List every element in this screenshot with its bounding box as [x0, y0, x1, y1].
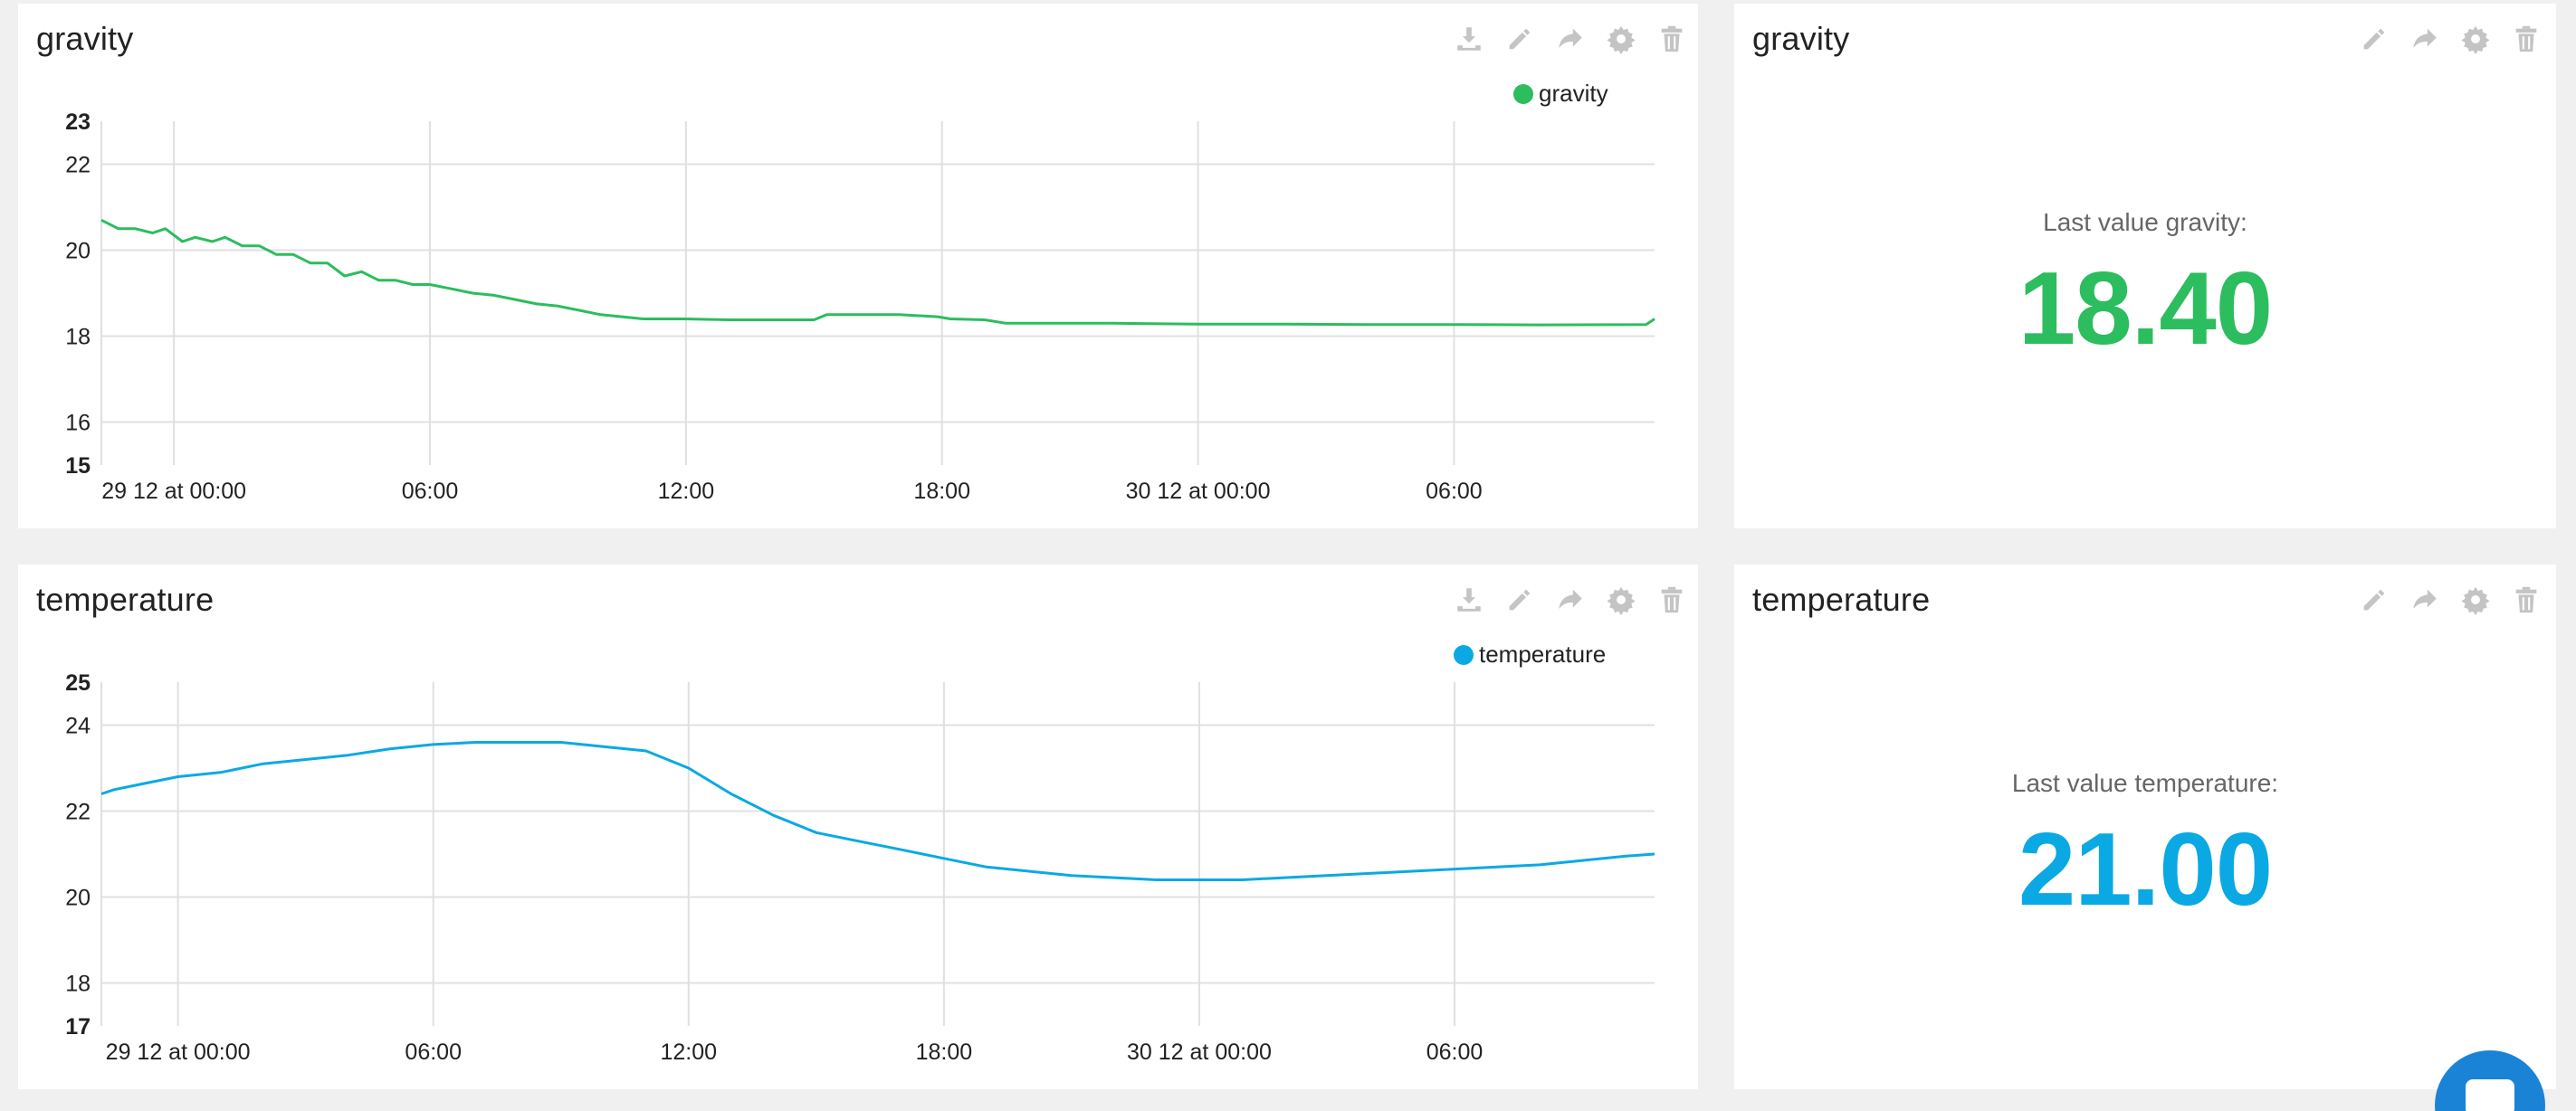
x-tick-label: 12:00 [661, 1040, 718, 1065]
x-tick-label: 06:00 [402, 479, 459, 504]
temperature-value-widget: temperature Last value temperature: 21.0… [1734, 565, 2556, 1089]
widget-toolbar [1450, 20, 1691, 58]
share-icon[interactable] [2406, 20, 2444, 58]
widget-title: temperature [36, 581, 215, 618]
y-tick-label: 23 [65, 109, 91, 135]
y-tick-label: 20 [65, 886, 91, 911]
gravity-line-chart[interactable]: 15 16 18 20 22 23 29 12 at 00:00 06:00 12:00 18:0… [18, 4, 1698, 528]
download-icon[interactable] [1450, 581, 1488, 619]
x-tick-label: 12:00 [658, 479, 715, 504]
y-tick-label: 17 [65, 1014, 91, 1040]
trash-icon[interactable] [1653, 581, 1691, 619]
y-tick-label: 24 [65, 714, 91, 739]
chat-icon [2466, 1079, 2514, 1111]
gravity-chart-widget: gravity gravity 15 16 18 20 22 23 29 12 at 00:… [18, 4, 1698, 528]
share-icon[interactable] [1551, 20, 1589, 58]
x-tick-label: 30 12 at 00:00 [1126, 479, 1271, 504]
gear-icon[interactable] [2457, 20, 2495, 58]
y-tick-label: 22 [65, 800, 91, 825]
widget-toolbar [2355, 20, 2545, 58]
x-tick-label: 29 12 at 00:00 [101, 479, 246, 504]
widget-toolbar [1450, 581, 1691, 619]
legend-label: temperature [1479, 641, 1607, 668]
last-value-label: Last value temperature: [2011, 769, 2279, 797]
y-tick-label: 25 [65, 670, 91, 696]
series-line-gravity[interactable] [100, 218, 1655, 327]
download-icon[interactable] [1450, 20, 1488, 58]
x-tick-label: 18:00 [913, 479, 970, 504]
x-tick-label: 29 12 at 00:00 [106, 1040, 251, 1065]
widget-toolbar [2355, 581, 2545, 619]
x-tick-label: 06:00 [1426, 1040, 1484, 1065]
gear-icon[interactable] [1602, 20, 1640, 58]
share-icon[interactable] [2406, 581, 2444, 619]
y-tick-label: 16 [65, 411, 91, 436]
temperature-line-chart[interactable]: 17 18 20 22 24 25 29 12 at 00:00 06:00 12:00 18:0… [18, 565, 1698, 1089]
y-tick-label: 18 [65, 325, 91, 350]
widget-title: gravity [1752, 20, 1850, 57]
x-tick-label: 06:00 [1426, 479, 1483, 504]
pencil-icon[interactable] [1501, 20, 1539, 58]
last-value-number: 21.00 [2018, 812, 2273, 927]
trash-icon[interactable] [2507, 581, 2545, 619]
x-tick-label: 30 12 at 00:00 [1127, 1040, 1272, 1065]
gear-icon[interactable] [2457, 581, 2495, 619]
pencil-icon[interactable] [2355, 581, 2393, 619]
x-tick-label: 06:00 [405, 1040, 462, 1065]
gravity-value-widget: gravity Last value gravity: 18.40 [1734, 4, 2556, 528]
series-line-temperature[interactable] [100, 741, 1655, 881]
gear-icon[interactable] [1602, 581, 1640, 619]
pencil-icon[interactable] [2355, 20, 2393, 58]
chart-legend[interactable]: temperature [1454, 641, 1606, 669]
y-tick-label: 15 [65, 453, 91, 479]
temperature-chart-widget: temperature temperature 17 18 20 22 24 25 29 1… [18, 565, 1698, 1089]
widget-title: temperature [1752, 581, 1931, 618]
legend-dot [1454, 644, 1474, 665]
legend-label: gravity [1539, 80, 1608, 107]
widget-title: gravity [36, 20, 134, 57]
trash-icon[interactable] [2507, 20, 2545, 58]
y-tick-label: 18 [65, 972, 91, 997]
last-value-number: 18.40 [2018, 252, 2273, 366]
share-icon[interactable] [1551, 581, 1589, 619]
legend-dot [1513, 83, 1533, 104]
trash-icon[interactable] [1653, 20, 1691, 58]
pencil-icon[interactable] [1501, 581, 1539, 619]
y-tick-label: 20 [65, 239, 91, 264]
last-value-label: Last value gravity: [2043, 208, 2247, 236]
x-tick-label: 18:00 [916, 1040, 973, 1065]
chart-legend[interactable]: gravity [1513, 80, 1608, 108]
y-tick-label: 22 [65, 153, 91, 178]
